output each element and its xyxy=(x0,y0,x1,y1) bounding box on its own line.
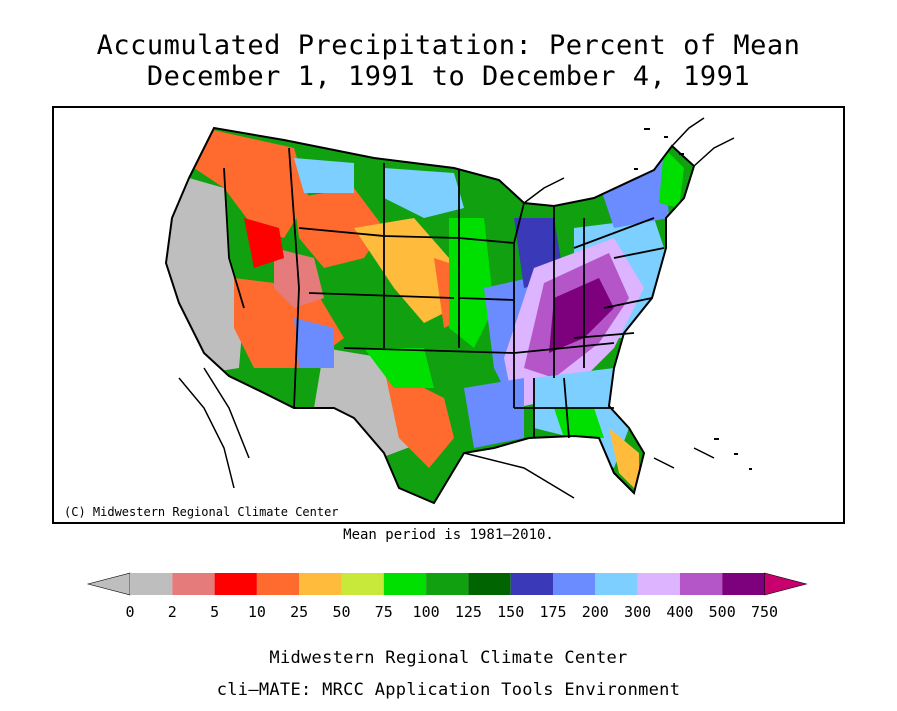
legend-tick-label: 300 xyxy=(624,603,651,621)
legend-bin xyxy=(130,573,173,595)
legend-tick-label: 175 xyxy=(539,603,566,621)
legend-bin xyxy=(468,573,511,595)
footer-organization: Midwestern Regional Climate Center xyxy=(269,648,628,668)
legend-bin xyxy=(214,573,257,595)
legend-tick-label: 2 xyxy=(168,603,177,621)
legend-bin xyxy=(256,573,300,595)
legend-tick-label: 75 xyxy=(375,603,393,621)
legend-bin xyxy=(722,573,765,595)
legend-tick-label: 5 xyxy=(210,603,219,621)
map-copyright: (C) Midwestern Regional Climate Center xyxy=(64,505,339,519)
legend-bin xyxy=(637,573,680,595)
legend-bin xyxy=(172,573,215,595)
footer-tool-name: cli–MATE: MRCC Application Tools Environ… xyxy=(216,680,681,700)
legend-tick-label: 0 xyxy=(125,603,134,621)
legend-bin xyxy=(679,573,723,595)
precipitation-map xyxy=(164,117,752,505)
legend-bin xyxy=(426,573,469,595)
legend-bin xyxy=(510,573,553,595)
legend-bin xyxy=(553,573,596,595)
legend-tick-label: 10 xyxy=(248,603,266,621)
legend-bin xyxy=(383,573,427,595)
legend-bin xyxy=(299,573,342,595)
map-frame: (C) Midwestern Regional Climate Center xyxy=(52,106,845,524)
title-line-1: Accumulated Precipitation: Percent of Me… xyxy=(96,30,801,61)
legend-tick-label: 150 xyxy=(497,603,524,621)
legend-tick-label: 500 xyxy=(709,603,736,621)
legend-bin xyxy=(595,573,638,595)
legend-tick-label: 125 xyxy=(455,603,482,621)
legend-bin xyxy=(341,573,384,595)
legend-tick-label: 750 xyxy=(751,603,778,621)
legend-tick-label: 50 xyxy=(332,603,350,621)
legend-high-arrow xyxy=(764,572,808,596)
legend-low-arrow xyxy=(86,572,131,596)
legend-tick-label: 200 xyxy=(582,603,609,621)
mean-period-note: Mean period is 1981–2010. xyxy=(343,527,554,543)
legend-tick-label: 400 xyxy=(666,603,693,621)
legend-tick-label: 25 xyxy=(290,603,308,621)
color-legend: 0 2 5 10 25 50 75 100 125 150 175 200 300 400 500 750 xyxy=(86,572,808,621)
legend-tick-label: 100 xyxy=(413,603,440,621)
title-line-2: December 1, 1991 to December 4, 1991 xyxy=(146,61,751,92)
